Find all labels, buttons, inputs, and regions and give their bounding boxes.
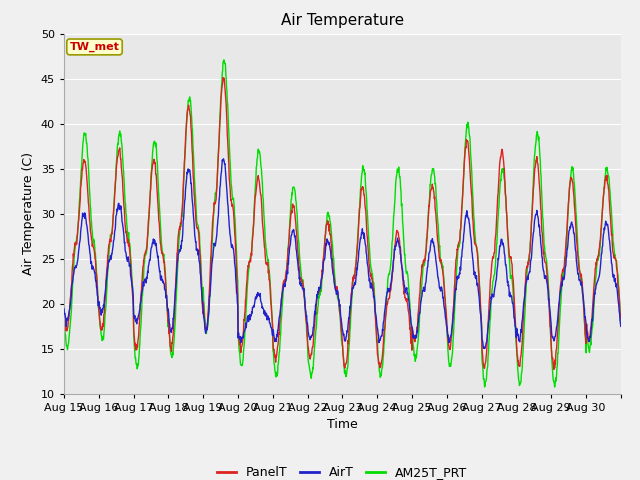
PanelT	[617, 316, 625, 322]
X-axis label: Time: Time	[327, 418, 358, 431]
PanelT	[502, 194, 509, 200]
Title: Air Temperature: Air Temperature	[281, 13, 404, 28]
PanelT	[60, 305, 68, 311]
PanelT	[552, 361, 559, 367]
AirT	[60, 306, 68, 312]
AirT	[617, 324, 625, 329]
AM25T_PRT	[617, 317, 625, 323]
Line: PanelT: PanelT	[64, 78, 621, 370]
PanelT	[170, 311, 178, 316]
Text: TW_met: TW_met	[70, 42, 120, 52]
AirT	[552, 334, 559, 339]
PanelT	[219, 75, 227, 81]
AM25T_PRT	[552, 380, 559, 385]
AirT	[184, 167, 191, 172]
Y-axis label: Air Temperature (C): Air Temperature (C)	[22, 152, 35, 275]
AM25T_PRT	[502, 199, 509, 205]
PanelT	[184, 106, 191, 112]
AirT	[246, 314, 254, 320]
AM25T_PRT	[184, 104, 191, 110]
AirT	[481, 346, 488, 351]
Legend: PanelT, AirT, AM25T_PRT: PanelT, AirT, AM25T_PRT	[212, 461, 472, 480]
Line: AirT: AirT	[64, 159, 621, 348]
AirT	[429, 240, 437, 246]
AirT	[220, 156, 227, 162]
AM25T_PRT	[246, 253, 254, 259]
PanelT	[429, 185, 437, 191]
AM25T_PRT	[60, 312, 68, 318]
AM25T_PRT	[551, 384, 559, 390]
PanelT	[550, 367, 557, 372]
Line: AM25T_PRT: AM25T_PRT	[64, 60, 621, 387]
AM25T_PRT	[220, 57, 228, 63]
AirT	[502, 264, 510, 270]
AM25T_PRT	[429, 166, 437, 172]
AM25T_PRT	[170, 333, 178, 339]
PanelT	[246, 259, 254, 265]
AirT	[170, 305, 178, 311]
